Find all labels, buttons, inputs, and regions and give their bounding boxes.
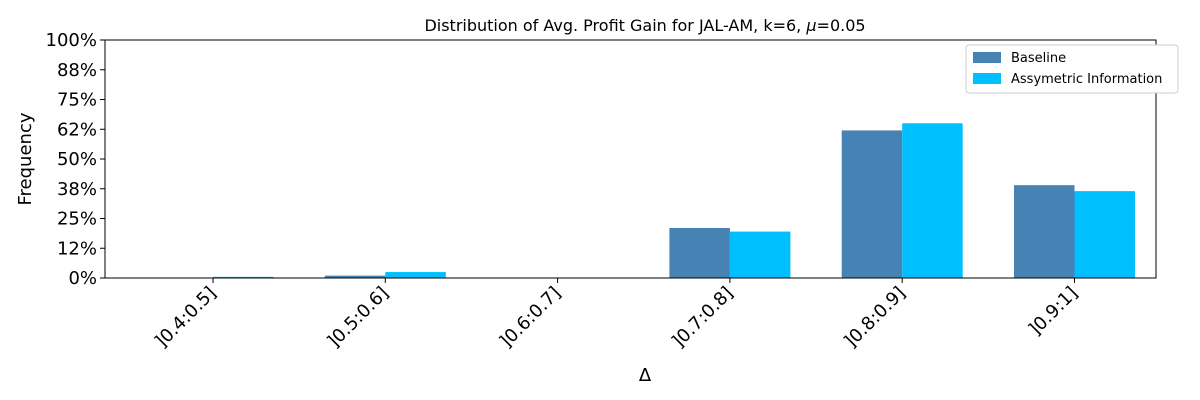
bars-group	[213, 123, 1135, 278]
chart-title: Distribution of Avg. Profit Gain for JAL…	[424, 16, 865, 35]
legend-box	[965, 44, 1179, 94]
y-tick-label: 12%	[57, 238, 97, 259]
y-tick-label: 100%	[46, 30, 97, 51]
y-tick-label: 88%	[57, 60, 97, 81]
y-tick-label: 0%	[68, 268, 97, 289]
bar-assymetric-0	[213, 276, 274, 278]
x-axis: ]0.4:0.5] ]0.5:0.6] ]0.6:0.7] ]0.7:0.8] ]0.8…	[151, 278, 1082, 352]
y-tick-label: 50%	[57, 149, 97, 170]
bar-baseline-1	[324, 275, 386, 278]
legend: Baseline Assymetric Information	[965, 44, 1179, 94]
y-axis-label: Frequency	[15, 112, 36, 205]
x-tick-label: ]0.4:0.5]	[151, 283, 221, 353]
legend-label-assymetric: Assymetric Information	[1011, 72, 1162, 87]
bar-assymetric-4	[902, 123, 963, 278]
bar-baseline-5	[1014, 185, 1075, 278]
bar-assymetric-3	[729, 231, 791, 278]
y-tick-label: 62%	[57, 119, 97, 140]
bar-baseline-3	[669, 228, 730, 278]
y-tick-label: 25%	[57, 209, 97, 230]
y-tick-label: 75%	[57, 90, 97, 111]
x-tick-label: ]0.8:0.9]	[840, 283, 910, 353]
x-tick-label: ]0.5:0.6]	[323, 283, 393, 353]
bar-assymetric-1	[385, 272, 446, 278]
x-tick-label: ]0.7:0.8]	[668, 283, 738, 353]
legend-label-baseline: Baseline	[1011, 51, 1066, 66]
bar-baseline-4	[841, 130, 903, 278]
legend-swatch-assymetric	[973, 73, 1001, 84]
y-axis: 0% 12% 25% 38% 50% 62% 75% 88% 100%	[46, 30, 105, 289]
x-tick-label: ]0.6:0.7]	[496, 283, 566, 353]
bar-assymetric-5	[1074, 191, 1135, 278]
legend-swatch-baseline	[973, 52, 1001, 63]
plot-frame	[104, 39, 1157, 279]
y-tick-label: 38%	[57, 179, 97, 200]
x-axis-label: Δ	[639, 365, 652, 386]
x-tick-label: ]0.9:1]	[1025, 283, 1082, 340]
